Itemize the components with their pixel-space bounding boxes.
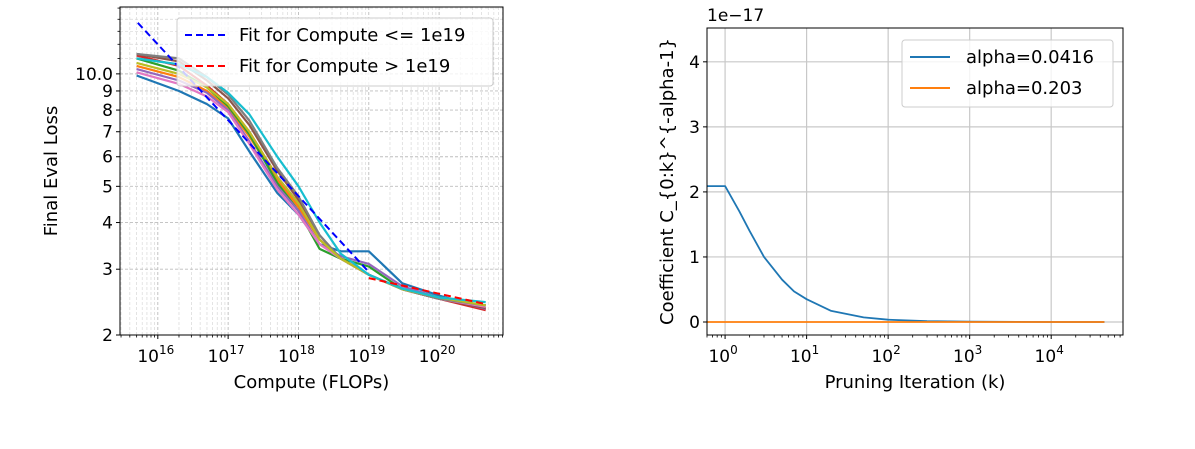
x-tick-exponent: 4 [1056, 343, 1064, 357]
series-line-run-6 [136, 52, 486, 310]
plot-area [707, 185, 1105, 323]
x-tick-exponent: 2 [893, 343, 901, 357]
x-tick-label: 1017 [208, 343, 245, 367]
series-line-run-4 [136, 54, 486, 312]
x-tick-exponent: 0 [730, 343, 738, 357]
legend-label: alpha=0.203 [966, 78, 1083, 99]
x-tick-exponent: 16 [159, 343, 174, 357]
x-tick-label: 103 [953, 343, 982, 367]
x-tick-label: 100 [708, 343, 737, 367]
legend-box [176, 17, 494, 87]
x-tick-base: 10 [137, 347, 159, 367]
legend: Fit for Compute <= 1e19 Fit for Compute >… [176, 17, 494, 87]
legend-label: Fit for Compute > 1e19 [239, 56, 450, 77]
x-tick-label: 1020 [419, 343, 456, 367]
series-line-alpha=0.0416 [707, 185, 1105, 323]
fit-line [137, 22, 370, 273]
x-tick-exponent: 20 [440, 343, 455, 357]
x-tick-base: 10 [278, 347, 300, 367]
x-tick-base: 10 [208, 347, 230, 367]
x-tick-base: 10 [790, 347, 812, 367]
axis-offset-label: 1e−17 [707, 6, 764, 26]
series-line-run-7 [136, 71, 486, 308]
y-tick-label: 0 [689, 313, 700, 333]
x-tick-exponent: 1 [812, 343, 820, 357]
y-tick-label: 2 [102, 326, 113, 346]
loss-vs-compute-chart: 1016 1017 1018 1019 10202345678910.0Compute … [41, 6, 504, 393]
y-tick-label: 2 [689, 183, 700, 203]
legend-label: alpha=0.0416 [966, 47, 1094, 68]
y-axis-label: Coefficient C_{0:k}^{-alpha-1} [657, 38, 678, 325]
series-line-run-2 [136, 64, 486, 310]
x-axis-label: Pruning Iteration (k) [825, 372, 1006, 393]
legend-box [901, 39, 1114, 108]
legend-label: Fit for Compute <= 1e19 [239, 25, 465, 46]
axes-frame [119, 6, 504, 336]
x-tick-exponent: 18 [300, 343, 315, 357]
x-tick-label: 104 [1035, 343, 1064, 367]
axes-frame [706, 27, 1124, 336]
y-tick-label: 9 [102, 82, 113, 102]
y-tick-label: 3 [689, 118, 700, 138]
y-tick-label: 3 [102, 260, 113, 280]
y-tick-label: 10.0 [75, 65, 113, 85]
y-axis-label: Final Eval Loss [41, 106, 62, 236]
x-tick-base: 10 [953, 347, 975, 367]
series-line-run-5 [136, 68, 486, 310]
x-tick-exponent: 17 [229, 343, 244, 357]
legend: alpha=0.0416 alpha=0.203 [901, 39, 1114, 108]
y-tick-label: 6 [102, 148, 113, 168]
x-axis-label: Compute (FLOPs) [234, 372, 390, 393]
y-tick-label: 1 [689, 248, 700, 268]
x-tick-exponent: 19 [370, 343, 385, 357]
y-tick-label: 5 [102, 177, 113, 197]
x-tick-label: 101 [790, 343, 819, 367]
series-line-run-8 [136, 52, 486, 307]
x-tick-base: 10 [708, 347, 730, 367]
x-tick-label: 1019 [348, 343, 385, 367]
y-tick-label: 4 [102, 214, 113, 234]
x-tick-base: 10 [1035, 347, 1057, 367]
y-tick-label: 8 [102, 101, 113, 121]
fit-line [368, 277, 486, 306]
y-tick-label: 4 [689, 53, 700, 73]
x-tick-base: 10 [419, 347, 441, 367]
x-tick-base: 10 [871, 347, 893, 367]
y-tick-label: 7 [102, 123, 113, 143]
x-tick-label: 102 [871, 343, 900, 367]
x-tick-label: 1016 [137, 343, 174, 367]
x-tick-label: 1018 [278, 343, 315, 367]
x-tick-exponent: 3 [975, 343, 983, 357]
x-tick-base: 10 [348, 347, 370, 367]
